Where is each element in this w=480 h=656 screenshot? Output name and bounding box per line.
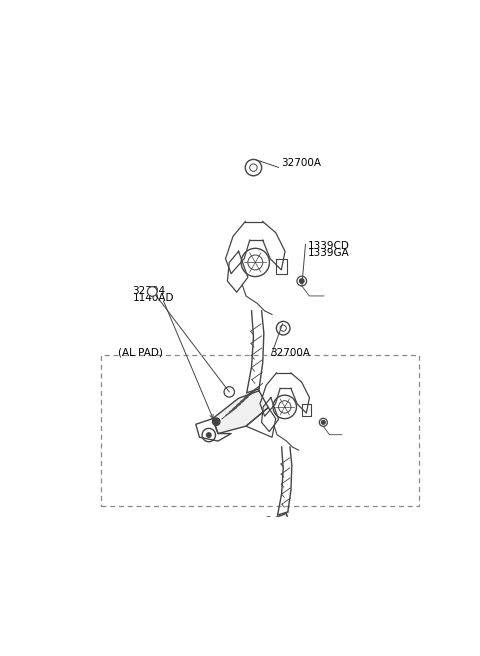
Polygon shape (213, 391, 268, 434)
Text: 32700A: 32700A (270, 348, 310, 358)
Bar (101, 356, 419, 506)
Text: 1140AD: 1140AD (132, 293, 174, 303)
Text: 32700A: 32700A (281, 158, 321, 169)
Circle shape (213, 418, 220, 425)
Text: 1339CD: 1339CD (307, 241, 349, 251)
Circle shape (224, 386, 234, 397)
Circle shape (228, 564, 233, 569)
Circle shape (300, 279, 304, 283)
Polygon shape (234, 514, 294, 564)
Text: 32794: 32794 (132, 287, 166, 297)
Circle shape (322, 420, 325, 424)
Text: 1339GA: 1339GA (307, 248, 349, 258)
Circle shape (206, 432, 212, 438)
Circle shape (147, 287, 157, 297)
Text: (AL PAD): (AL PAD) (118, 348, 163, 358)
